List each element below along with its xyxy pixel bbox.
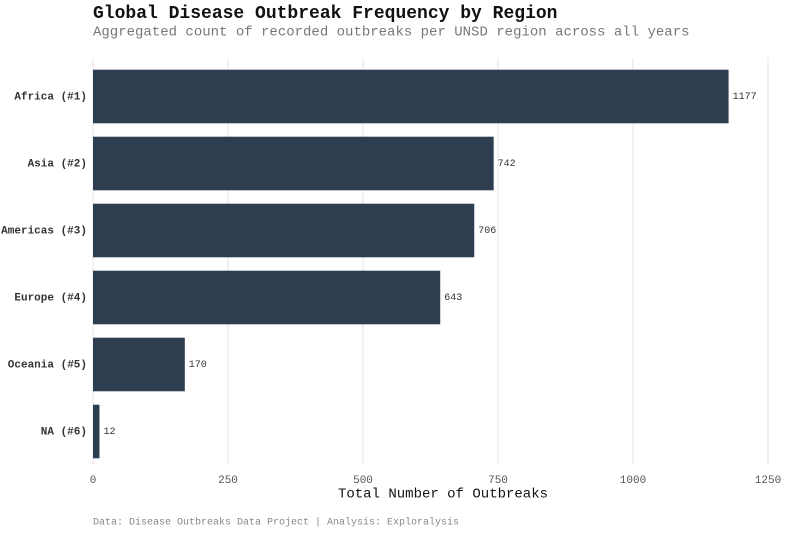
bar <box>93 203 475 258</box>
chart-subtitle: Aggregated count of recorded outbreaks p… <box>93 25 690 41</box>
bar <box>93 404 100 459</box>
chart-title: Global Disease Outbreak Frequency by Reg… <box>93 4 557 24</box>
bar <box>93 337 185 392</box>
bar <box>93 270 441 325</box>
caption: Data: Disease Outbreaks Data Project | A… <box>93 517 459 529</box>
x-tick-label: 250 <box>218 475 238 487</box>
bar <box>93 136 494 191</box>
value-label: 643 <box>444 293 462 304</box>
y-tick-label: Asia (#2) <box>28 158 87 170</box>
y-tick-label: Europe (#4) <box>14 292 87 304</box>
value-label: 742 <box>498 159 516 170</box>
x-tick-label: 0 <box>90 475 97 487</box>
value-label: 1177 <box>733 92 757 103</box>
y-tick-label: Americas (#3) <box>1 225 87 237</box>
x-tick-label: 750 <box>488 475 508 487</box>
value-label: 706 <box>478 226 496 237</box>
bar <box>93 69 729 124</box>
value-label: 170 <box>189 360 207 371</box>
y-tick-label: Africa (#1) <box>14 91 87 103</box>
x-tick-label: 1000 <box>620 475 646 487</box>
value-label: 12 <box>103 427 115 438</box>
y-tick-label: Oceania (#5) <box>8 359 87 371</box>
y-tick-label: NA (#6) <box>41 426 87 438</box>
x-tick-label: 1250 <box>755 475 781 487</box>
x-axis-title: Total Number of Outbreaks <box>338 487 548 503</box>
x-tick-label: 500 <box>353 475 373 487</box>
